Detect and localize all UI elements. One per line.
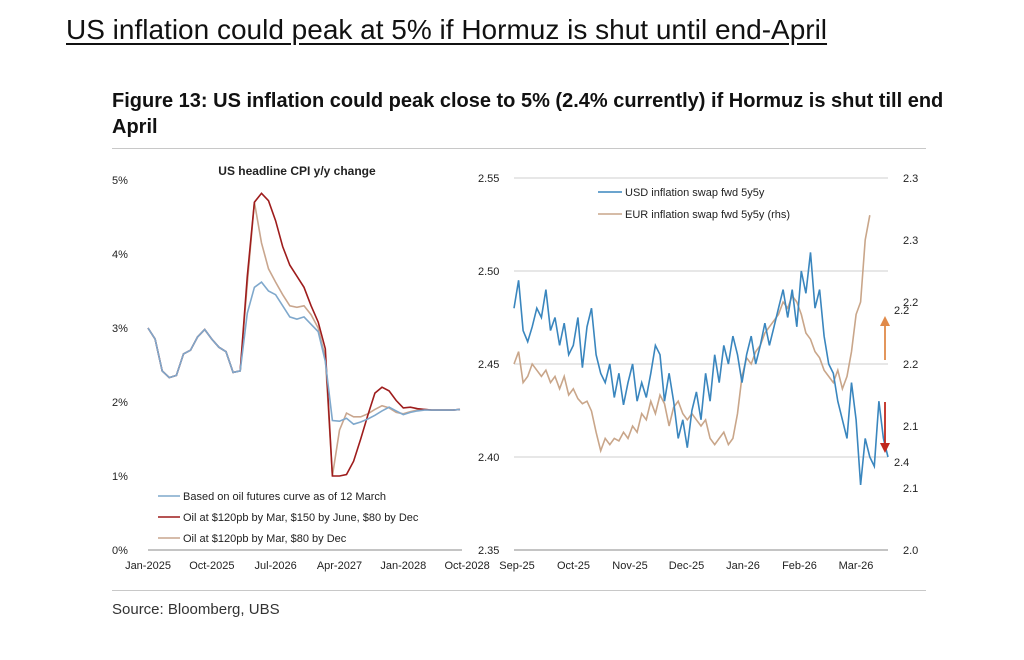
eur-up-arrow-head xyxy=(880,316,890,326)
right-x-tick-label: Dec-25 xyxy=(669,560,704,572)
right-chart: 2.352.402.452.502.55 2.02.12.12.22.22.32… xyxy=(478,173,918,572)
right-series xyxy=(513,215,889,485)
right-legend-label: EUR inflation swap fwd 5y5y (rhs) xyxy=(625,209,790,221)
left-x-tick-label: Apr-2027 xyxy=(317,560,362,572)
right-y-ticks-left: 2.35 2.40 2.45 2.50 2.55 xyxy=(478,173,499,557)
left-series-line-1 xyxy=(147,192,461,477)
left-y-tick-label: 2% xyxy=(112,397,128,409)
left-series xyxy=(147,192,461,477)
left-chart: US headline CPI y/y change 0%1%2%3%4%5% … xyxy=(112,164,490,572)
right-right-y-tick-label: 2.3 xyxy=(903,235,918,247)
right-left-y-tick-label: 2.50 xyxy=(478,266,499,278)
right-gridlines xyxy=(514,177,888,458)
right-x-tick-label: Feb-26 xyxy=(782,560,817,572)
right-left-y-tick-label: 2.35 xyxy=(478,545,499,557)
right-right-y-tick-label: 2.1 xyxy=(903,421,918,433)
right-left-y-tick-label: 2.45 xyxy=(478,359,499,371)
right-y-ticks-right: 2.0 2.1 2.1 2.2 2.2 2.3 2.3 xyxy=(903,173,918,557)
right-x-tick-label: Oct-25 xyxy=(557,560,590,572)
left-series-line-0 xyxy=(147,280,461,426)
right-left-y-tick-label: 2.40 xyxy=(478,452,499,464)
right-series-line-0 xyxy=(513,252,889,485)
slide-title: US inflation could peak at 5% if Hormuz … xyxy=(66,14,828,45)
figure-title: Figure 13: US inflation could peak close… xyxy=(112,90,944,138)
left-series-line-2 xyxy=(147,202,461,477)
title-rule xyxy=(112,148,926,149)
left-y-tick-label: 0% xyxy=(112,545,128,557)
left-y-tick-label: 5% xyxy=(112,175,128,187)
right-x-tick-label: Sep-25 xyxy=(499,560,534,572)
left-x-tick-label: Jan-2025 xyxy=(125,560,171,572)
left-x-tick-label: Jan-2028 xyxy=(380,560,426,572)
right-right-y-tick-label: 2.2 xyxy=(903,297,918,309)
left-x-ticks: Jan-2025 Oct-2025 Jul-2026 Apr-2027 Jan-2028… xyxy=(125,560,490,572)
left-y-ticks: 0% 1% 2% 3% 4% 5% xyxy=(112,175,128,557)
left-y-tick-label: 1% xyxy=(112,471,128,483)
right-right-y-tick-label: 2.1 xyxy=(903,483,918,495)
left-legend-label: Oil at $120pb by Mar, $150 by June, $80 … xyxy=(183,512,419,524)
source-note: Source: Bloomberg, UBS xyxy=(112,601,280,618)
left-legend-label: Oil at $120pb by Mar, $80 by Dec xyxy=(183,533,347,545)
right-legend: USD inflation swap fwd 5y5y EUR inflation… xyxy=(598,187,790,221)
left-legend-label: Based on oil futures curve as of 12 Marc… xyxy=(183,491,386,503)
left-x-tick-label: Oct-2028 xyxy=(444,560,489,572)
left-y-tick-label: 4% xyxy=(112,249,128,261)
left-legend: Based on oil futures curve as of 12 Marc… xyxy=(158,491,419,545)
right-x-tick-label: Mar-26 xyxy=(839,560,874,572)
eur-end-label: 2.2 xyxy=(894,305,909,317)
right-x-ticks: Sep-25 Oct-25 Nov-25 Dec-25 Jan-26 Feb-26 Mar-… xyxy=(499,560,873,572)
right-right-y-tick-label: 2.3 xyxy=(903,173,918,185)
left-x-tick-label: Oct-2025 xyxy=(189,560,234,572)
usd-end-label: 2.4 xyxy=(894,457,909,469)
left-x-tick-label: Jul-2026 xyxy=(255,560,297,572)
left-chart-title: US headline CPI y/y change xyxy=(218,164,376,178)
left-y-tick-label: 3% xyxy=(112,323,128,335)
right-right-y-tick-label: 2.0 xyxy=(903,545,918,557)
right-left-y-tick-label: 2.55 xyxy=(478,173,499,185)
right-x-tick-label: Nov-25 xyxy=(612,560,647,572)
right-right-y-tick-label: 2.2 xyxy=(903,359,918,371)
usd-down-arrow-head xyxy=(880,443,890,453)
right-legend-label: USD inflation swap fwd 5y5y xyxy=(625,187,765,199)
source-rule xyxy=(112,590,926,591)
right-x-tick-label: Jan-26 xyxy=(726,560,760,572)
right-annotations: 2.2 2.4 xyxy=(880,305,909,469)
